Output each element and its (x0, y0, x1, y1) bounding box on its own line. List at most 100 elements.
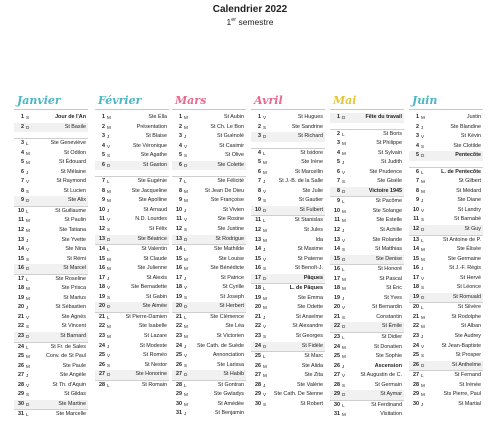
weekday-letter: M (263, 305, 267, 311)
saint-name: Ste Apolline (138, 197, 167, 204)
day-row: 20 D St Herbert (172, 302, 246, 312)
saint-name: St Gabin (146, 293, 167, 300)
weekday-letter: M (342, 150, 346, 156)
weekday-letter: M (107, 334, 111, 340)
day-row: 3 M St Philippe (330, 139, 404, 149)
day-row: 12 M Ste Tatiana (14, 226, 88, 236)
weekday-letter: D (107, 372, 111, 378)
saint-name: Ste Diane (457, 197, 481, 204)
weekday-letter: D (184, 162, 188, 168)
weekday-letter: D (263, 343, 267, 349)
day-row: 18 V Ste Bernadette (95, 283, 169, 293)
saint-name: St Herbert (219, 303, 244, 310)
weekday-letter: J (107, 134, 110, 140)
saint-name: St Alexandre (292, 323, 323, 330)
holiday-name: Pâques (303, 274, 323, 281)
saint-name: Ste Prisca (61, 285, 86, 292)
weekday-letter: V (263, 392, 267, 398)
month-name: Février (95, 92, 169, 110)
weekday-letter: J (26, 373, 29, 379)
weekday-letter: L (184, 247, 187, 253)
day-row: 6 J St Mélaine (14, 168, 88, 178)
weekday-letter: L (421, 373, 424, 379)
day-row: 5 M Ste Irène (251, 158, 325, 168)
weekday-letter: S (26, 392, 30, 398)
saint-name: Ste Valérie (297, 381, 323, 388)
saint-name: St Léonce (456, 284, 481, 291)
saint-name: St Basile (64, 123, 86, 130)
weekday-letter: M (421, 115, 425, 120)
weekday-letter: D (184, 304, 188, 310)
day-row: 26 D St Anthelme (409, 360, 483, 371)
day-row: 11 S St Barnabé (409, 215, 483, 225)
weekday-letter: S (107, 227, 111, 233)
saint-name: St Arnaud (143, 206, 167, 213)
saint-name: St Judith (381, 159, 402, 166)
saint-name: St Yves (383, 294, 402, 301)
day-row: 22 V St Alexandre (251, 322, 325, 332)
day-row: 23 J Ste Audrey (409, 332, 483, 342)
weekday-letter: D (421, 362, 425, 368)
day-row: 26 M Ste Paule (14, 362, 88, 372)
day-number: 2 (179, 123, 182, 130)
day-row: 14 L St Valentin (95, 244, 169, 255)
day-number: 22 (413, 323, 419, 330)
day-number: 4 (416, 142, 419, 149)
weekday-letter: J (263, 314, 266, 320)
weekday-letter: M (184, 401, 188, 407)
day-row: 13 L St Antoine de P. (409, 234, 483, 246)
day-number: 29 (413, 391, 419, 398)
day-number: 15 (255, 255, 261, 262)
day-row: 11 V N.D. Lourdes (95, 215, 169, 225)
saint-name: St Roméo (143, 352, 167, 359)
day-number: 16 (18, 265, 24, 272)
saint-name: St Achille (379, 227, 402, 234)
day-number: 29 (18, 391, 24, 398)
day-row: 8 M St Médard (409, 187, 483, 197)
day-row: 26 S Ste Larissa (172, 361, 246, 371)
day-number: 26 (413, 361, 419, 368)
day-number: 23 (413, 333, 419, 340)
day-number: 4 (179, 142, 182, 149)
day-row: 25 M Ste Sophie (330, 352, 404, 362)
day-number: 15 (413, 255, 419, 262)
weekday-letter: M (342, 218, 346, 224)
weekday-letter: M (184, 324, 188, 330)
day-number: 6 (258, 168, 261, 175)
day-row: 14 M Ste Élisée (409, 245, 483, 255)
day-row: 21 J St Anselme (251, 313, 325, 323)
weekday-letter: M (421, 392, 425, 398)
day-row: 28 L St Romain (95, 379, 169, 391)
weekday-letter: M (421, 256, 425, 262)
day-row: 24 L St Fr. de Sales (14, 341, 88, 353)
saint-name: St Félix (149, 226, 167, 233)
weekday-letter: L (107, 382, 110, 388)
saint-name: St Georges (295, 333, 323, 340)
saint-name: Ste Élisée (456, 246, 481, 253)
weekday-letter: J (26, 169, 29, 175)
weekday-letter: M (184, 334, 188, 340)
month-name: Avril (251, 92, 325, 110)
day-row: 7 J St J.-B. de la Salle (251, 177, 325, 187)
saint-name: Ste Aimée (142, 303, 167, 310)
day-row: 16 S St Benoît-J. (251, 264, 325, 274)
weekday-letter: L (342, 131, 345, 137)
day-number: 29 (334, 391, 340, 398)
day-number: 5 (258, 159, 261, 166)
saint-name: St Fr. de Sales (50, 343, 86, 350)
saint-name: Ste Honorine (135, 371, 167, 378)
saint-name: St Aubin (223, 114, 244, 120)
month-name: Mai (330, 92, 404, 110)
day-row: 28 V St Th. d'Aquin (14, 381, 88, 391)
day-row: 5 S St Olive (172, 151, 246, 161)
day-number: 2 (102, 123, 105, 130)
day-row: 16 J St J.-F. Régis (409, 264, 483, 274)
saint-name: St Augustin de C. (360, 372, 402, 379)
saint-name: Ste Angèle (59, 372, 86, 379)
day-number: 8 (258, 187, 261, 194)
weekday-letter: M (342, 141, 346, 147)
day-number: 28 (99, 381, 105, 388)
month-column-mai: Mai 1 D Fête du travail 2 L St Boris 3 M St Phili… (330, 92, 404, 420)
weekday-letter: J (26, 237, 29, 243)
day-number: 14 (99, 246, 105, 253)
